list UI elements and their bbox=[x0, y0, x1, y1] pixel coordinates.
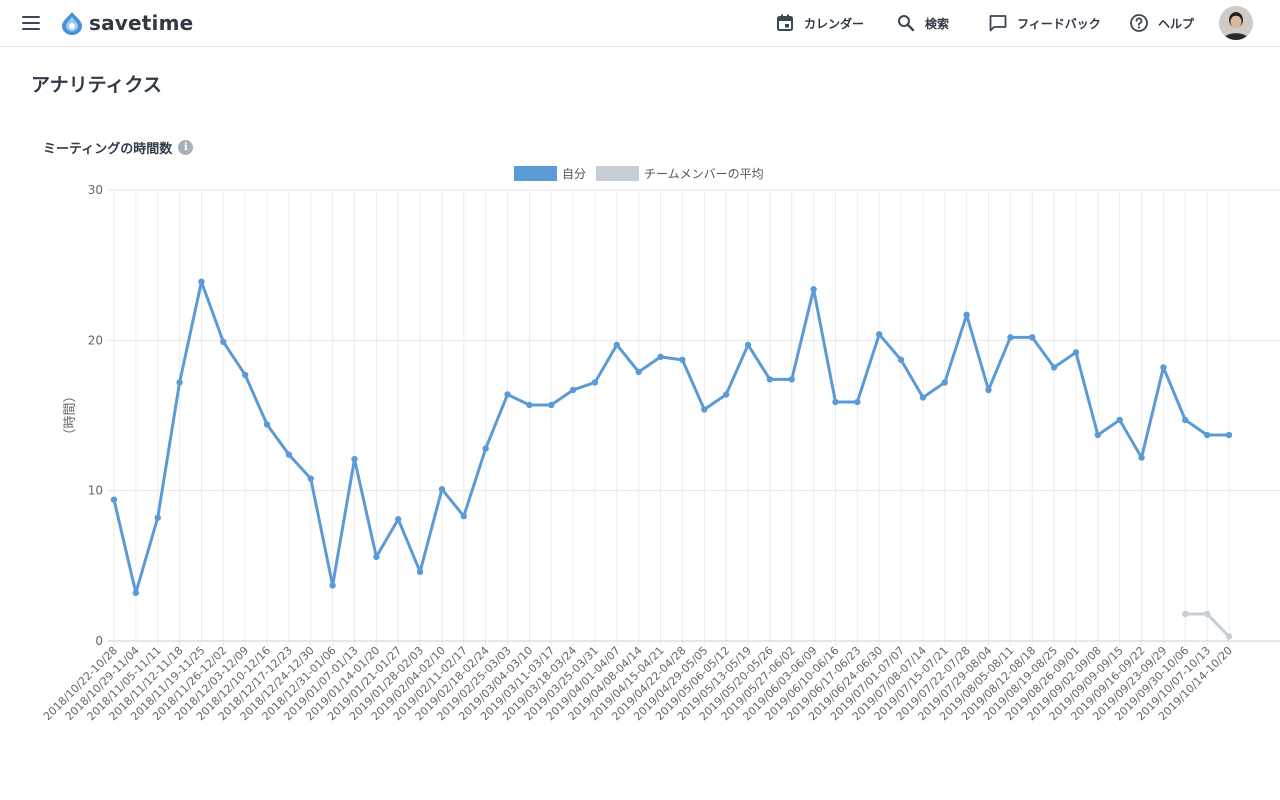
data-point-self bbox=[832, 398, 839, 406]
data-point-self bbox=[941, 379, 948, 386]
legend-swatch-self bbox=[514, 166, 557, 181]
data-point-self bbox=[110, 496, 118, 503]
data-point-self bbox=[1225, 431, 1233, 439]
nav-help[interactable]: ヘルプ bbox=[1129, 0, 1194, 46]
data-point-self bbox=[198, 278, 205, 285]
logo-icon bbox=[62, 12, 82, 35]
data-point-self bbox=[810, 286, 817, 293]
data-point-self bbox=[963, 311, 970, 318]
data-point-self bbox=[569, 386, 577, 394]
data-point-self bbox=[241, 371, 249, 379]
data-point-team bbox=[1203, 610, 1211, 618]
data-point-self bbox=[1072, 349, 1080, 356]
top-bar: savetime カレンダー 検索 フィードバック ヘルプ bbox=[0, 0, 1280, 47]
data-point-self bbox=[438, 485, 446, 493]
data-point-self bbox=[657, 353, 664, 361]
data-point-self bbox=[1138, 454, 1145, 461]
data-point-self bbox=[1029, 334, 1036, 341]
info-icon[interactable]: i bbox=[178, 140, 194, 155]
data-point-self bbox=[132, 589, 140, 597]
y-axis-label: （時間） bbox=[63, 389, 78, 441]
nav-search[interactable]: 検索 bbox=[896, 0, 949, 46]
nav-feedback-label: フィードバック bbox=[1017, 16, 1101, 31]
data-point-self bbox=[1050, 364, 1058, 371]
data-point-self bbox=[482, 445, 489, 452]
data-point-self bbox=[1160, 364, 1167, 371]
data-point-self bbox=[307, 475, 314, 482]
chart-legend: 自分 チームメンバーの平均 bbox=[514, 165, 774, 182]
data-point-self bbox=[635, 368, 642, 376]
chart-title-text: ミーティングの時間数 bbox=[43, 142, 173, 157]
feedback-icon bbox=[989, 15, 1007, 32]
data-point-self bbox=[154, 514, 161, 521]
data-point-self bbox=[351, 455, 358, 463]
data-point-self bbox=[285, 451, 293, 458]
data-point-self bbox=[919, 394, 927, 401]
nav-search-label: 検索 bbox=[925, 16, 950, 31]
avatar-image bbox=[1219, 6, 1253, 40]
data-point-self bbox=[766, 376, 774, 383]
calendar-icon bbox=[777, 14, 793, 31]
data-point-self bbox=[220, 338, 227, 346]
data-point-self bbox=[591, 379, 599, 386]
data-point-self bbox=[329, 582, 336, 589]
data-point-self bbox=[263, 421, 271, 428]
nav-feedback[interactable]: フィードバック bbox=[988, 0, 1101, 46]
legend-label-team: チームメンバーの平均 bbox=[644, 167, 764, 181]
y-tick-label: 10 bbox=[88, 484, 103, 498]
legend-item-self[interactable]: 自分 bbox=[514, 165, 586, 182]
data-point-self bbox=[395, 516, 402, 523]
data-point-self bbox=[1116, 416, 1123, 424]
data-point-self bbox=[176, 379, 183, 386]
data-point-self bbox=[1182, 416, 1189, 424]
data-point-self bbox=[788, 376, 795, 383]
series-line-self bbox=[112, 280, 1231, 595]
data-point-self bbox=[722, 391, 730, 398]
nav-calendar-label: カレンダー bbox=[804, 16, 865, 31]
help-icon bbox=[1130, 14, 1148, 32]
data-point-self bbox=[373, 553, 380, 561]
y-tick-label: 0 bbox=[95, 634, 103, 648]
legend-swatch-team bbox=[596, 166, 640, 181]
data-point-team bbox=[1182, 610, 1189, 618]
data-point-self bbox=[985, 386, 992, 394]
data-point-team bbox=[1225, 633, 1233, 640]
legend-item-team[interactable]: チームメンバーの平均 bbox=[596, 165, 764, 182]
app-logo[interactable]: savetime bbox=[61, 10, 193, 36]
data-point-self bbox=[548, 401, 555, 409]
data-point-self bbox=[679, 356, 686, 364]
y-tick-label: 20 bbox=[88, 333, 103, 347]
data-point-self bbox=[744, 341, 752, 349]
y-tick-label: 30 bbox=[88, 183, 103, 197]
data-point-self bbox=[701, 406, 708, 413]
data-point-self bbox=[1007, 334, 1014, 341]
nav-help-label: ヘルプ bbox=[1158, 16, 1195, 31]
data-point-self bbox=[875, 331, 883, 338]
data-point-self bbox=[854, 398, 861, 406]
data-point-self bbox=[504, 391, 511, 398]
data-point-self bbox=[416, 568, 424, 576]
chart-title: ミーティングの時間数 i bbox=[43, 138, 194, 157]
data-point-self bbox=[613, 341, 621, 349]
legend-label-self: 自分 bbox=[562, 167, 587, 181]
data-point-self bbox=[897, 356, 905, 364]
data-point-self bbox=[526, 401, 533, 409]
menu-icon[interactable] bbox=[20, 12, 42, 34]
page-title: アナリティクス bbox=[31, 74, 162, 96]
search-icon bbox=[898, 15, 915, 32]
nav-calendar[interactable]: カレンダー bbox=[775, 0, 864, 46]
data-point-self bbox=[1203, 431, 1211, 439]
avatar[interactable] bbox=[1219, 6, 1253, 40]
data-point-self bbox=[460, 513, 468, 520]
app-name: savetime bbox=[89, 11, 194, 35]
data-point-self bbox=[1094, 431, 1102, 439]
